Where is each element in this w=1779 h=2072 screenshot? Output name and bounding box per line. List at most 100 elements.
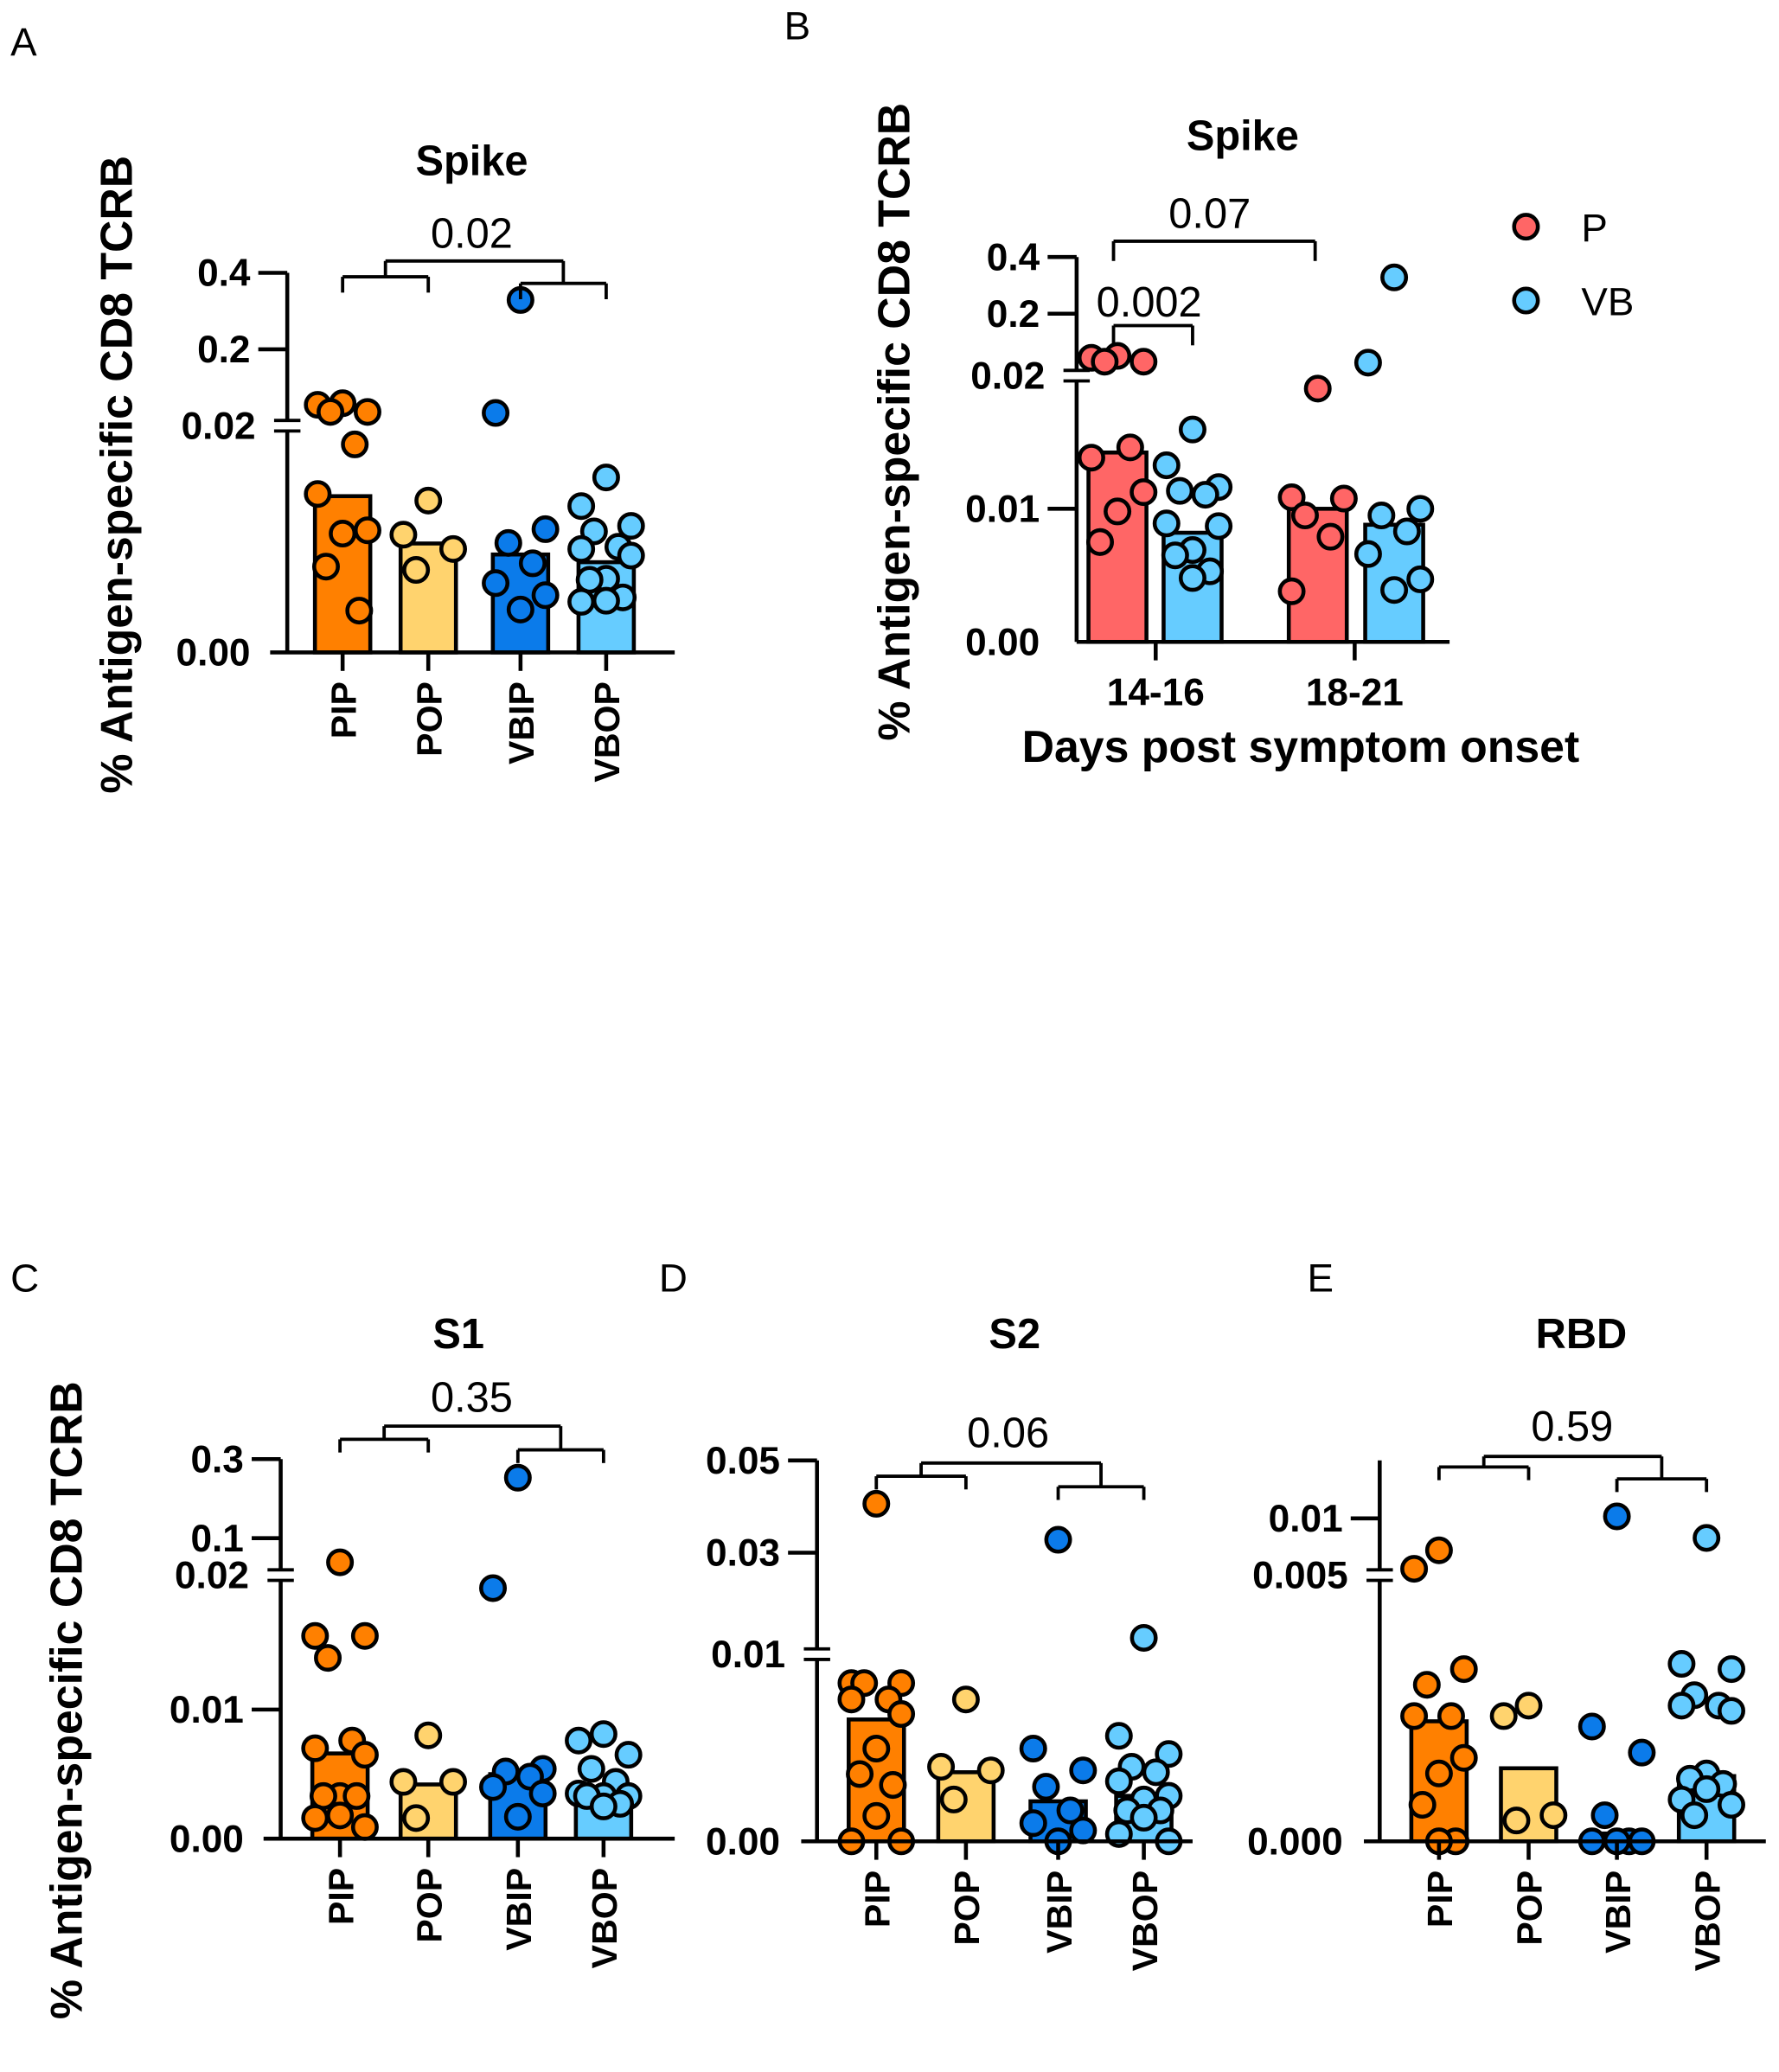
data-point bbox=[1116, 433, 1144, 462]
data-point bbox=[329, 520, 357, 548]
data-point bbox=[1628, 1738, 1656, 1767]
data-point bbox=[1155, 1740, 1183, 1768]
data-point bbox=[862, 1734, 891, 1763]
data-point bbox=[353, 398, 381, 426]
significance-bracket: 0.07 bbox=[1111, 191, 1317, 261]
panel-B: B Spike % Antigen-specific CD8 TCRB 0.00 0.0… bbox=[784, 4, 1635, 771]
legend-label: VB bbox=[1581, 279, 1634, 323]
data-point bbox=[439, 1768, 468, 1796]
data-point bbox=[1424, 1536, 1453, 1564]
data-point bbox=[1316, 522, 1345, 551]
y-tick-label: 0.01 bbox=[1269, 1498, 1343, 1540]
data-point bbox=[1603, 1502, 1631, 1531]
data-point bbox=[402, 1804, 431, 1832]
x-tick-label: VBIP bbox=[1040, 1871, 1079, 1954]
data-point bbox=[503, 1463, 532, 1492]
data-point bbox=[301, 1804, 330, 1832]
data-point bbox=[1424, 1759, 1453, 1787]
chart-title: Spike bbox=[1187, 113, 1299, 160]
data-point bbox=[1085, 528, 1114, 556]
data-point bbox=[837, 1685, 866, 1714]
data-point bbox=[976, 1756, 1005, 1785]
significance-bracket: 0.35 bbox=[338, 1374, 605, 1463]
data-point bbox=[1590, 1801, 1619, 1830]
data-point bbox=[494, 528, 522, 557]
data-point bbox=[506, 595, 534, 624]
data-point bbox=[1380, 263, 1409, 291]
y-tick-label: 0.2 bbox=[197, 329, 250, 371]
data-point bbox=[1191, 481, 1219, 509]
data-point bbox=[939, 1785, 968, 1813]
data-point bbox=[479, 1773, 508, 1801]
data-point bbox=[1392, 517, 1421, 546]
data-point bbox=[1152, 509, 1181, 538]
data-point bbox=[389, 521, 418, 549]
data-point bbox=[482, 569, 510, 598]
data-point bbox=[402, 556, 431, 585]
y-tick-label: 0.3 bbox=[190, 1438, 243, 1480]
y-tick-label: 0.03 bbox=[706, 1532, 780, 1575]
panel-E: E RBD 0.000 0.005 0.01 PIP POP VBIP VBOP 0.59 bbox=[1247, 1257, 1766, 1971]
data-point bbox=[304, 480, 332, 508]
data-point bbox=[592, 586, 620, 615]
panel-A: A Spike % Antigen-specific CD8 TCRB 0.00 0.0… bbox=[10, 20, 675, 794]
data-point bbox=[1502, 1807, 1531, 1835]
chart-title: Spike bbox=[415, 138, 528, 185]
data-point bbox=[1129, 1623, 1158, 1652]
x-tick-label: PIP bbox=[1420, 1871, 1460, 1928]
x-tick-label: VBIP bbox=[502, 681, 541, 764]
data-point bbox=[1069, 1816, 1097, 1845]
data-point bbox=[1353, 540, 1382, 568]
data-point bbox=[577, 1755, 605, 1783]
data-point bbox=[1129, 478, 1158, 507]
legend-label: P bbox=[1581, 206, 1607, 250]
x-tick-label: 14-16 bbox=[1107, 671, 1205, 713]
data-point bbox=[1019, 1809, 1047, 1838]
y-tick-label: 0.02 bbox=[182, 406, 256, 448]
data-point bbox=[1178, 564, 1206, 592]
panel-letter: C bbox=[10, 1257, 39, 1301]
data-point bbox=[1129, 1803, 1158, 1832]
data-point bbox=[1717, 1697, 1745, 1725]
data-point bbox=[350, 1813, 379, 1841]
panel-letter: A bbox=[10, 20, 37, 64]
data-point bbox=[1680, 1801, 1709, 1830]
p-value: 0.35 bbox=[431, 1374, 513, 1421]
y-tick-label: 0.2 bbox=[987, 293, 1040, 336]
data-point bbox=[1667, 1691, 1696, 1720]
data-point bbox=[314, 1644, 342, 1672]
data-point bbox=[1693, 1775, 1721, 1803]
data-point bbox=[589, 1792, 618, 1820]
y-tick-label: 0.00 bbox=[170, 1818, 244, 1860]
data-point bbox=[1166, 476, 1194, 505]
data-point bbox=[589, 1720, 618, 1749]
x-tick-label: VBIP bbox=[499, 1868, 539, 1951]
data-point bbox=[350, 1621, 379, 1650]
data-point bbox=[389, 1768, 418, 1796]
data-point bbox=[1069, 1756, 1097, 1785]
x-tick-label: PIP bbox=[323, 681, 363, 739]
y-tick-label: 0.00 bbox=[706, 1821, 780, 1864]
x-tick-label: PIP bbox=[321, 1868, 361, 1925]
data-point bbox=[567, 492, 596, 521]
data-point bbox=[311, 553, 340, 581]
p-value: 0.07 bbox=[1168, 191, 1251, 238]
data-point bbox=[1019, 1734, 1047, 1763]
panel-letter: E bbox=[1308, 1257, 1334, 1301]
data-point bbox=[1353, 349, 1382, 377]
data-point bbox=[345, 597, 374, 625]
bar-POP bbox=[398, 541, 458, 655]
data-point bbox=[1577, 1712, 1606, 1741]
data-point bbox=[482, 399, 510, 427]
y-tick-label: 0.1 bbox=[190, 1518, 243, 1560]
data-point bbox=[927, 1753, 956, 1781]
data-point bbox=[414, 486, 443, 515]
y-tick-label: 0.01 bbox=[170, 1689, 244, 1731]
data-point bbox=[1406, 565, 1435, 593]
data-point bbox=[1178, 415, 1206, 444]
data-point bbox=[531, 515, 560, 543]
data-point bbox=[567, 534, 596, 563]
x-tick-label: VBOP bbox=[587, 681, 627, 783]
x-tick-label: VBOP bbox=[1125, 1871, 1165, 1972]
y-tick-label: 0.02 bbox=[175, 1555, 249, 1597]
